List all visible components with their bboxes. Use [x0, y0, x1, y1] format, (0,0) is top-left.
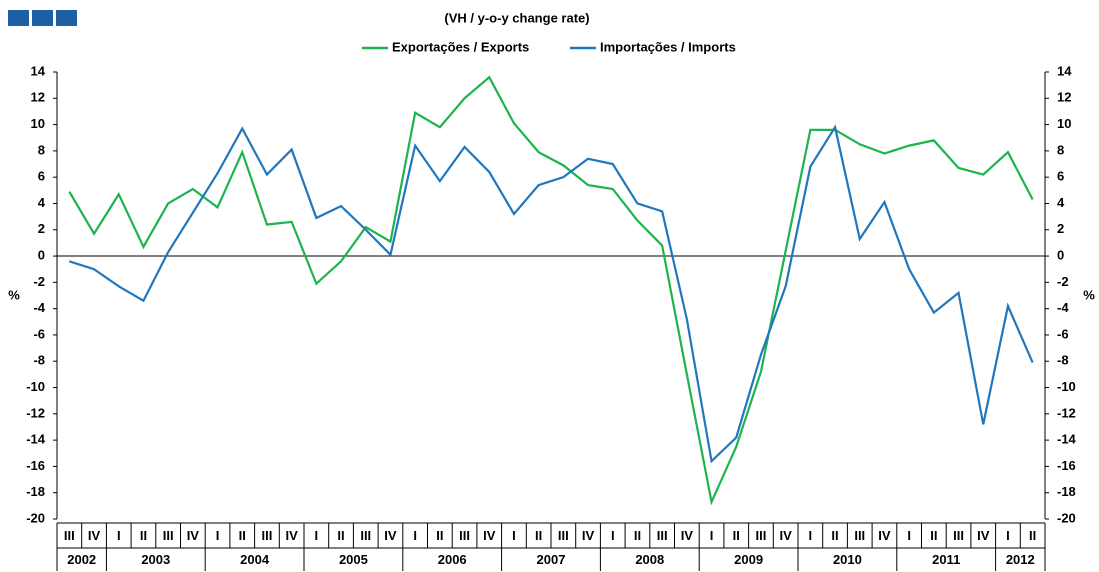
x-tick-label: I [907, 528, 911, 543]
x-tick-label: I [315, 528, 319, 543]
x-tick-label: I [117, 528, 121, 543]
logo-block [56, 10, 77, 26]
y2-tick-label: 12 [1057, 90, 1071, 105]
y2-tick-label: -12 [1057, 405, 1076, 420]
x-tick-label: III [953, 528, 964, 543]
y-tick-label: -20 [26, 510, 45, 525]
y-tick-label: -6 [33, 326, 45, 341]
y-tick-label: 4 [38, 195, 46, 210]
y-tick-label: -2 [33, 274, 45, 289]
x-tick-label: IV [483, 528, 496, 543]
x-tick-label: III [756, 528, 767, 543]
year-label: 2009 [734, 552, 763, 567]
x-tick-label: II [140, 528, 147, 543]
y-tick-label: 0 [38, 247, 45, 262]
year-label: 2010 [833, 552, 862, 567]
y2-tick-label: -10 [1057, 379, 1076, 394]
y2-tick-label: 2 [1057, 221, 1064, 236]
series-line [69, 124, 1034, 464]
x-tick-label: IV [780, 528, 793, 543]
x-tick-label: I [710, 528, 714, 543]
x-tick-label: III [64, 528, 75, 543]
x-tick-label: IV [384, 528, 397, 543]
y-tick-label: 8 [38, 142, 45, 157]
x-tick-label: IV [286, 528, 299, 543]
y2-axis-label: % [1083, 287, 1095, 302]
y2-tick-label: 10 [1057, 116, 1071, 131]
year-label: 2004 [240, 552, 270, 567]
series-line [68, 75, 1034, 506]
y-tick-label: -4 [33, 300, 45, 315]
x-tick-label: I [611, 528, 615, 543]
y-tick-label: -14 [26, 432, 46, 447]
x-tick-label: II [436, 528, 443, 543]
y-tick-label: -8 [33, 353, 45, 368]
y2-tick-label: -8 [1057, 353, 1069, 368]
x-tick-label: I [216, 528, 220, 543]
legend-label: Importações / Imports [600, 39, 736, 54]
y-tick-label: 14 [31, 63, 46, 78]
logo-block [8, 10, 29, 26]
x-tick-label: III [262, 528, 273, 543]
y2-tick-label: -18 [1057, 484, 1076, 499]
y-tick-label: 2 [38, 221, 45, 236]
x-tick-label: II [535, 528, 542, 543]
x-tick-label: III [163, 528, 174, 543]
y2-tick-label: 8 [1057, 142, 1064, 157]
year-label: 2003 [141, 552, 170, 567]
x-tick-label: III [558, 528, 569, 543]
x-tick-label: IV [977, 528, 990, 543]
logo-block [32, 10, 53, 26]
y2-tick-label: -14 [1057, 432, 1077, 447]
x-tick-label: IV [582, 528, 595, 543]
y2-tick-label: 6 [1057, 169, 1064, 184]
x-tick-label: III [459, 528, 470, 543]
y2-tick-label: -4 [1057, 300, 1069, 315]
year-label: 2011 [932, 552, 960, 567]
y-axis-label: % [8, 287, 20, 302]
y2-tick-label: -6 [1057, 326, 1069, 341]
x-tick-label: III [360, 528, 371, 543]
x-tick-label: II [930, 528, 937, 543]
chart-title: (VH / y-o-y change rate) [444, 10, 589, 25]
year-label: 2008 [635, 552, 664, 567]
y-tick-label: -16 [26, 458, 45, 473]
year-label: 2002 [67, 552, 96, 567]
year-label: 2012 [1006, 552, 1035, 567]
y2-tick-label: 4 [1057, 195, 1065, 210]
year-label: 2005 [339, 552, 368, 567]
y-tick-label: 6 [38, 169, 45, 184]
y2-tick-label: -20 [1057, 510, 1076, 525]
y2-tick-label: 14 [1057, 63, 1072, 78]
x-tick-label: I [1006, 528, 1010, 543]
y2-tick-label: -2 [1057, 274, 1069, 289]
x-tick-label: II [733, 528, 740, 543]
y-tick-label: -12 [26, 405, 45, 420]
x-tick-label: III [657, 528, 668, 543]
y2-tick-label: 0 [1057, 247, 1064, 262]
x-tick-label: I [512, 528, 516, 543]
x-tick-label: I [413, 528, 417, 543]
y-tick-label: 12 [31, 90, 45, 105]
year-label: 2006 [438, 552, 467, 567]
x-tick-label: II [337, 528, 344, 543]
x-tick-label: II [239, 528, 246, 543]
x-tick-label: IV [88, 528, 101, 543]
y-tick-label: -18 [26, 484, 45, 499]
year-label: 2007 [537, 552, 566, 567]
x-tick-label: IV [878, 528, 891, 543]
y2-tick-label: -16 [1057, 458, 1076, 473]
legend-label: Exportações / Exports [392, 39, 529, 54]
x-tick-label: II [634, 528, 641, 543]
x-tick-label: IV [681, 528, 694, 543]
x-tick-label: II [831, 528, 838, 543]
x-tick-label: III [854, 528, 865, 543]
x-tick-label: II [1029, 528, 1036, 543]
x-tick-label: IV [187, 528, 200, 543]
x-tick-label: I [809, 528, 813, 543]
y-tick-label: -10 [26, 379, 45, 394]
y-tick-label: 10 [31, 116, 45, 131]
